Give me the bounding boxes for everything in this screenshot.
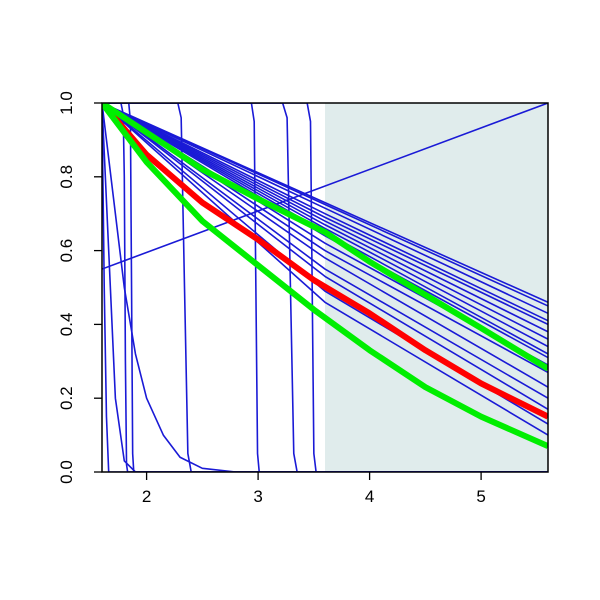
blue-series-line-13: [102, 103, 548, 315]
blue-series-line-20: [102, 103, 548, 359]
red-series-line-28: [102, 103, 548, 420]
x-tick-label: 2: [142, 487, 151, 506]
y-tick-label: 0.4: [57, 313, 76, 337]
blue-series-line-10: [102, 103, 548, 270]
y-tick-label: 0.8: [57, 165, 76, 189]
blue-series-line-25: [102, 103, 548, 410]
blue-series-line-5: [102, 103, 548, 472]
blue-series-line-14: [102, 103, 548, 322]
y-tick-label: 0.6: [57, 239, 76, 263]
blue-series-line-9: [102, 103, 548, 472]
y-tick-label: 1.0: [57, 91, 76, 115]
blue-series-line-16: [102, 103, 548, 333]
x-tick-label: 5: [476, 487, 485, 506]
green-series-line-29: [102, 103, 548, 449]
blue-series-line-18: [102, 103, 548, 348]
blue-series-line-24: [102, 103, 548, 399]
y-axis: 0.0 0.2 0.4 0.6 0.8 1.0: [57, 91, 102, 484]
blue-series-line-7: [102, 103, 548, 472]
x-tick-label: 4: [365, 487, 374, 506]
blue-series-line-27: [102, 103, 548, 436]
y-tick-label: 0.0: [57, 460, 76, 484]
x-axis: 2 3 4 5: [142, 472, 486, 506]
blue-series-line-12: [102, 103, 548, 307]
blue-series-line-17: [102, 103, 548, 340]
x-tick-label: 3: [253, 487, 262, 506]
blue-series-line-2: [102, 103, 548, 472]
blue-series-line-15: [102, 103, 548, 326]
blue-series-line-6: [102, 103, 548, 472]
plot-frame: [101, 102, 549, 473]
blue-series-line-1: [102, 103, 548, 472]
blue-series-line-3: [102, 103, 548, 472]
y-tick-label: 0.2: [57, 386, 76, 410]
blue-series-line-4: [102, 103, 548, 472]
green-series-line-30: [102, 103, 548, 372]
series-layer: [102, 103, 548, 472]
